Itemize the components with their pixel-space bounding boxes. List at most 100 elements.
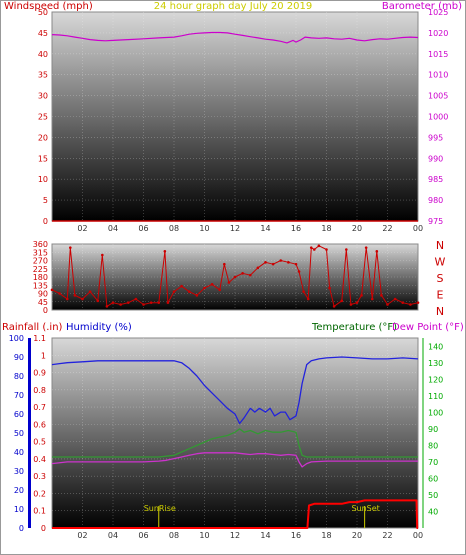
dewpoint-axis-label: Dew Point (°F)	[392, 322, 464, 333]
top-x-tick: 12	[230, 224, 240, 233]
temperature-tick: 90	[428, 425, 438, 434]
wind-direction-point	[380, 294, 383, 297]
barometer-line	[51, 31, 419, 44]
wind-direction-point	[157, 301, 161, 304]
wind-direction-point	[332, 305, 336, 308]
wind-direction-point	[256, 266, 260, 270]
temperature-tick: 40	[428, 507, 438, 516]
wind-direction-point	[126, 301, 130, 304]
windspeed-tick: 35	[38, 71, 48, 80]
humidity-axis-bar	[28, 338, 31, 528]
wind-direction-point	[317, 244, 321, 248]
top-x-tick: 22	[382, 224, 392, 233]
wind-direction-point	[233, 275, 237, 279]
wind-direction-point	[210, 283, 214, 286]
bottom-x-tick: 14	[260, 531, 270, 540]
direction-tick: 0	[43, 306, 48, 315]
bottom-x-tick: 22	[382, 531, 392, 540]
windspeed-tick: 25	[38, 113, 48, 122]
direction-tick: 180	[33, 273, 48, 282]
wind-direction-point	[328, 286, 331, 290]
humidity-tick: 80	[14, 372, 24, 381]
wind-direction-point	[393, 297, 397, 301]
top-x-tick: 04	[108, 224, 118, 233]
sunrise-label: SunRise	[144, 504, 176, 513]
wind-direction-point	[349, 303, 353, 306]
wind-direction-point	[149, 301, 153, 304]
wind-direction-point	[69, 246, 72, 249]
barometer-tick: 1020	[428, 29, 448, 38]
wind-direction-point	[134, 297, 138, 301]
humidity-tick: 20	[14, 486, 24, 495]
rain-tick: 0.4	[33, 455, 46, 464]
wind-direction-point	[218, 288, 222, 292]
rainfall-line	[52, 499, 419, 529]
windspeed-tick: 0	[43, 217, 48, 226]
wind-direction-point	[302, 290, 305, 293]
top-x-tick: 08	[169, 224, 179, 233]
bottom-x-tick: 12	[230, 531, 240, 540]
direction-tick: 360	[33, 240, 48, 249]
temperature-axis-label: Temperature (°F)	[311, 322, 397, 333]
wind-direction-point	[271, 262, 275, 266]
humidity-tick: 50	[14, 429, 24, 438]
wind-direction-point	[401, 301, 405, 304]
temperature-line	[52, 428, 418, 458]
top-plot-area	[51, 11, 419, 222]
humidity-tick: 30	[14, 467, 24, 476]
direction-tick: 270	[33, 257, 48, 266]
humidity-tick: 60	[14, 410, 24, 419]
wind-direction-point	[345, 248, 348, 251]
direction-tick: 45	[38, 298, 48, 307]
bottom-plot-area	[51, 337, 419, 529]
top-x-tick: 18	[321, 224, 331, 233]
temperature-tick: 110	[428, 392, 443, 401]
wind-direction-point	[81, 297, 84, 301]
rain-tick: 1	[41, 351, 46, 360]
humidity-line	[51, 356, 419, 425]
temperature-tick: 60	[428, 474, 438, 483]
barometer-tick: 1010	[428, 71, 448, 80]
wind-direction-point	[241, 272, 244, 275]
wind-direction-point	[355, 301, 359, 304]
temperature-tick: 140	[428, 342, 443, 351]
direction-tick: 315	[33, 248, 48, 257]
direction-tick: 225	[33, 265, 48, 274]
wind-direction-point	[294, 262, 298, 266]
bottom-x-tick: 04	[108, 531, 118, 540]
wind-direction-point	[416, 301, 420, 304]
rain-tick: 1.1	[33, 334, 46, 343]
wind-direction-point	[386, 303, 389, 306]
wind-direction-point	[375, 250, 379, 253]
wind-direction-point	[101, 253, 104, 257]
wind-direction-point	[96, 299, 100, 303]
bottom-x-tick: 02	[77, 531, 87, 540]
wind-direction-point	[360, 294, 363, 297]
humidity-tick: 0	[19, 524, 24, 533]
barometer-tick: 990	[428, 154, 443, 163]
wind-direction-point	[279, 259, 283, 262]
bottom-x-tick: 00	[413, 531, 423, 540]
humidity-axis-label: Humidity (%)	[66, 322, 132, 333]
rain-tick: 0.6	[33, 420, 46, 429]
barometer-tick: 1005	[428, 92, 448, 101]
wind-direction-point	[409, 303, 412, 306]
wind-direction-point	[163, 250, 167, 253]
wind-direction-point	[227, 281, 231, 284]
wind-direction-point	[172, 290, 176, 293]
barometer-tick: 975	[428, 217, 443, 226]
direction-tick: 90	[38, 290, 48, 299]
wind-direction-point	[119, 303, 122, 306]
compass-label: E	[437, 289, 444, 302]
rain-tick: 0.7	[33, 403, 46, 412]
wind-direction-point	[58, 292, 61, 295]
windspeed-tick: 15	[38, 154, 48, 163]
barometer-tick: 980	[428, 196, 443, 205]
rain-tick: 0.3	[33, 472, 46, 481]
wind-direction-point	[287, 261, 290, 264]
top-x-tick: 00	[413, 224, 423, 233]
barometer-tick: 1000	[428, 113, 448, 122]
bottom-x-tick: 08	[169, 531, 179, 540]
